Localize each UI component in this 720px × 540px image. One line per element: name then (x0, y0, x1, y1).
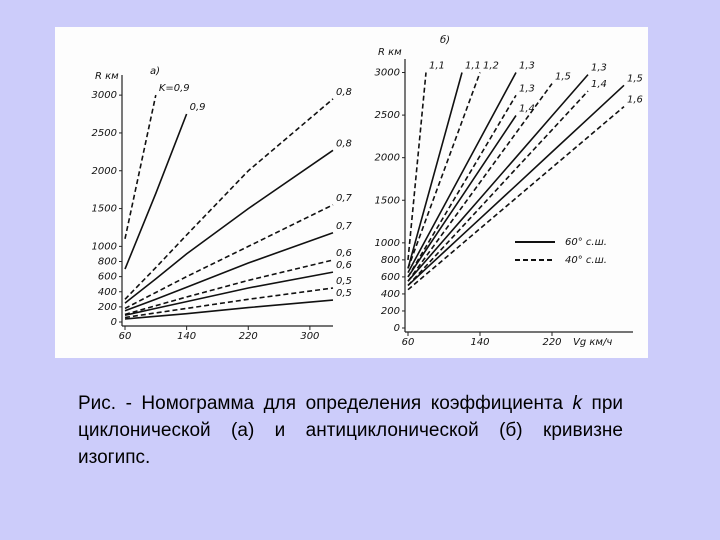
curve (124, 113, 188, 270)
curve (407, 83, 553, 282)
y-axis-label: R км (378, 47, 402, 58)
y-tick-label: 800 (98, 257, 117, 268)
figure: а)R км0200400600800100015002000250030006… (55, 27, 648, 358)
curve (124, 204, 334, 310)
curve-label: 1,3 (519, 61, 535, 72)
y-tick-label: 400 (98, 287, 117, 298)
y-tick-label: 600 (381, 272, 400, 283)
y-tick-label: 400 (381, 289, 400, 300)
figure-background (55, 27, 648, 358)
caption-symbol: k (572, 393, 583, 414)
curve-label: 1,6 (627, 95, 643, 106)
y-axis-label: R км (95, 71, 119, 82)
curve-label: 0,5 (336, 288, 352, 299)
x-tick-label: 220 (239, 331, 258, 342)
caption-text: Рис. - Номограмма для определения коэффи… (78, 393, 573, 414)
x-tick-label: 220 (542, 337, 561, 348)
curve-label: 0,6 (336, 248, 352, 259)
curve-label: 0,7 (336, 221, 353, 232)
curve (407, 90, 589, 286)
curve (124, 149, 334, 304)
curve-label: K=0,9 (159, 83, 190, 94)
curve-label: 0,5 (336, 276, 352, 287)
curve-label: 0,8 (336, 138, 352, 149)
curve (124, 299, 334, 320)
curve-label: 0,8 (336, 87, 352, 98)
curve (124, 287, 334, 319)
curve-label: 1,2 (483, 61, 499, 72)
y-tick-label: 1000 (92, 241, 117, 252)
curve (407, 84, 625, 286)
curve-label: 1,5 (627, 73, 643, 84)
curve-label: 1,1 (429, 61, 445, 72)
curve (407, 115, 517, 278)
x-tick-label: 60 (402, 337, 415, 348)
y-tick-label: 1500 (375, 195, 400, 206)
legend-label: 60° с.ш. (565, 237, 607, 248)
x-tick-label: 140 (470, 337, 489, 348)
y-tick-label: 2500 (375, 110, 400, 121)
curve-label: 1,3 (519, 83, 535, 94)
panel-label: а) (150, 66, 160, 77)
curve (124, 259, 334, 316)
curve (407, 94, 517, 278)
x-tick-label: 140 (177, 331, 196, 342)
curve (407, 72, 517, 273)
y-tick-label: 2500 (92, 128, 117, 139)
curve (407, 72, 463, 269)
y-tick-label: 2000 (92, 166, 117, 177)
y-tick-label: 0 (111, 317, 117, 328)
curve (407, 72, 427, 260)
curve-label: 0,6 (336, 260, 352, 271)
caption-text: при циклонической (а) и антициклоническо… (78, 393, 623, 468)
y-tick-label: 2000 (375, 153, 400, 164)
y-tick-label: 800 (381, 255, 400, 266)
y-tick-label: 600 (98, 272, 117, 283)
y-tick-label: 200 (381, 306, 400, 317)
y-tick-label: 200 (98, 302, 117, 313)
y-tick-label: 0 (394, 323, 400, 334)
y-tick-label: 1500 (92, 204, 117, 215)
curve-label: 1,4 (591, 79, 607, 90)
y-tick-label: 3000 (92, 90, 117, 101)
legend-label: 40° с.ш. (565, 255, 607, 266)
curve (407, 74, 589, 282)
curve (407, 105, 625, 291)
curve (124, 232, 334, 312)
curve-label: 1,5 (555, 72, 571, 83)
x-tick-label: 60 (119, 331, 132, 342)
curve-label: 1,1 (465, 61, 481, 72)
y-tick-label: 1000 (375, 238, 400, 249)
caption: Рис. - Номограмма для определения коэффи… (78, 390, 623, 471)
curve (124, 98, 334, 300)
curve-label: 1,3 (591, 63, 607, 74)
y-tick-label: 3000 (375, 68, 400, 79)
x-axis-label: Vg км/ч (573, 337, 612, 348)
curve-label: 1,4 (519, 104, 535, 115)
curve (124, 271, 334, 316)
curve-label: 0,7 (336, 193, 353, 204)
panel-label: б) (440, 34, 450, 46)
curve (124, 94, 157, 239)
x-tick-label: 300 (300, 331, 319, 342)
curve (407, 72, 481, 269)
curve-label: 0,9 (190, 102, 206, 113)
